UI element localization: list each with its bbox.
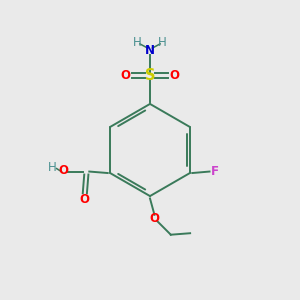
Text: O: O — [80, 193, 90, 206]
Text: O: O — [170, 69, 180, 82]
Text: N: N — [145, 44, 155, 57]
Text: O: O — [59, 164, 69, 177]
Text: O: O — [120, 69, 130, 82]
Text: H: H — [133, 36, 142, 49]
Text: O: O — [149, 212, 160, 225]
Text: H: H — [48, 161, 57, 174]
Text: F: F — [211, 165, 219, 178]
Text: S: S — [145, 68, 155, 83]
Text: H: H — [158, 36, 167, 49]
